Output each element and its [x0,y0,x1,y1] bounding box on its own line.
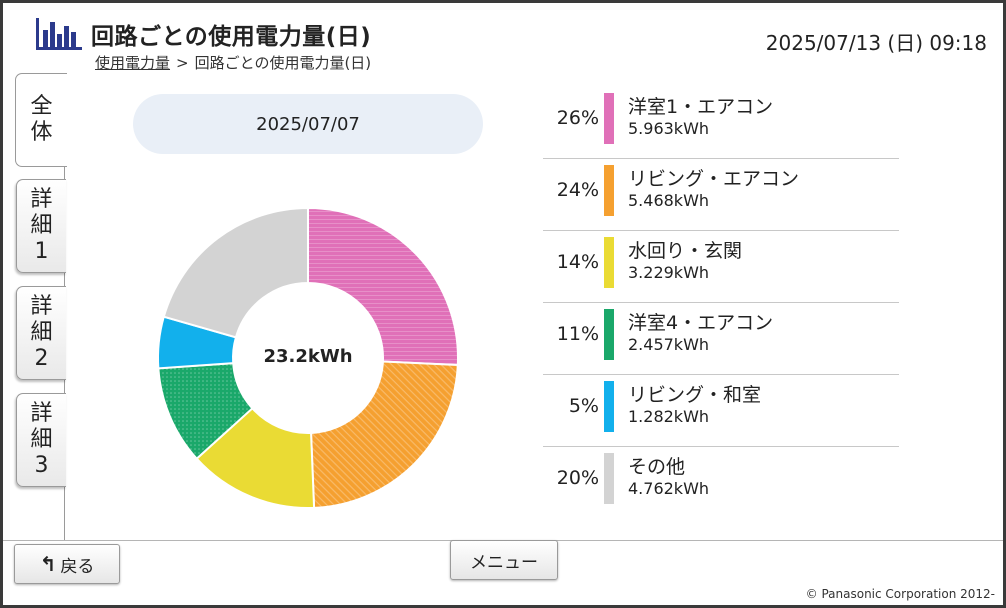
tab-detail-2[interactable]: 詳細2 [16,286,66,380]
tab-detail-2-label: 詳細2 [30,294,53,371]
legend: 26% 洋室1・エアコン 5.963kWh 24% リビング・エアコン 5.46… [543,87,899,518]
breadcrumb: 使用電力量 > 回路ごとの使用電力量(日) [95,52,371,73]
legend-percent: 24% [556,179,599,201]
legend-percent: 5% [568,395,599,417]
tab-overall-label: 全体 [30,94,53,145]
legend-circuit-name: リビング・エアコン [628,168,800,190]
legend-color-swatch [604,453,614,504]
legend-color-swatch [604,309,614,360]
legend-circuit-name: 洋室4・エアコン [628,312,774,334]
legend-circuit-name: その他 [628,456,686,478]
tab-detail-1[interactable]: 詳細1 [16,179,66,273]
legend-item: 24% リビング・エアコン 5.468kWh [543,159,899,231]
tab-detail-1-label: 詳細1 [30,187,53,264]
legend-circuit-name: 水回り・玄関 [628,240,743,262]
breadcrumb-separator: > [176,54,189,72]
back-button[interactable]: ↰ 戻る [14,544,120,584]
tab-detail-3-label: 詳細3 [30,401,53,478]
legend-color-swatch [604,237,614,288]
current-datetime: 2025/07/13 (日) 09:18 [765,31,987,55]
donut-slice-texture [308,208,458,366]
menu-button-label: メニュー [470,552,538,573]
tab-overall[interactable]: 全体 [15,73,67,167]
legend-percent: 14% [556,251,599,273]
legend-percent: 26% [556,107,599,129]
legend-circuit-name: リビング・和室 [628,384,762,406]
legend-percent: 20% [556,467,599,489]
legend-energy-value: 1.282kWh [628,407,710,426]
legend-energy-value: 2.457kWh [628,335,710,354]
copyright-text: © Panasonic Corporation 2012- [805,587,995,601]
legend-item: 5% リビング・和室 1.282kWh [543,375,899,447]
legend-item: 20% その他 4.762kWh [543,447,899,518]
donut-slice-texture [158,363,253,459]
legend-circuit-name: 洋室1・エアコン [628,96,774,118]
tab-detail-3[interactable]: 詳細3 [16,393,66,487]
breadcrumb-current: 回路ごとの使用電力量(日) [194,54,372,72]
legend-color-swatch [604,165,614,216]
donut-slice-texture [311,361,458,508]
legend-color-swatch [604,93,614,144]
legend-item: 14% 水回り・玄関 3.229kWh [543,231,899,303]
back-button-label: 戻る [60,556,95,577]
legend-item: 26% 洋室1・エアコン 5.963kWh [543,87,899,159]
legend-percent: 11% [556,323,599,345]
menu-button[interactable]: メニュー [450,540,558,580]
breadcrumb-link-usage[interactable]: 使用電力量 [95,54,171,72]
donut-chart [157,206,459,509]
back-arrow-icon: ↰ [39,552,57,576]
legend-item: 11% 洋室4・エアコン 2.457kWh [543,303,899,375]
legend-energy-value: 5.468kWh [628,191,710,210]
page-title: 回路ごとの使用電力量(日) [91,24,372,50]
donut-total-label: 23.2kWh [263,346,353,367]
legend-energy-value: 5.963kWh [628,119,710,138]
date-selector[interactable]: 2025/07/07 [133,94,483,154]
app-window: 回路ごとの使用電力量(日) 使用電力量 > 回路ごとの使用電力量(日) 2025/0… [3,3,1003,605]
donut-slice [162,206,309,339]
legend-color-swatch [604,381,614,432]
bar-chart-icon [36,18,82,50]
legend-energy-value: 4.762kWh [628,479,710,498]
legend-energy-value: 3.229kWh [628,263,710,282]
